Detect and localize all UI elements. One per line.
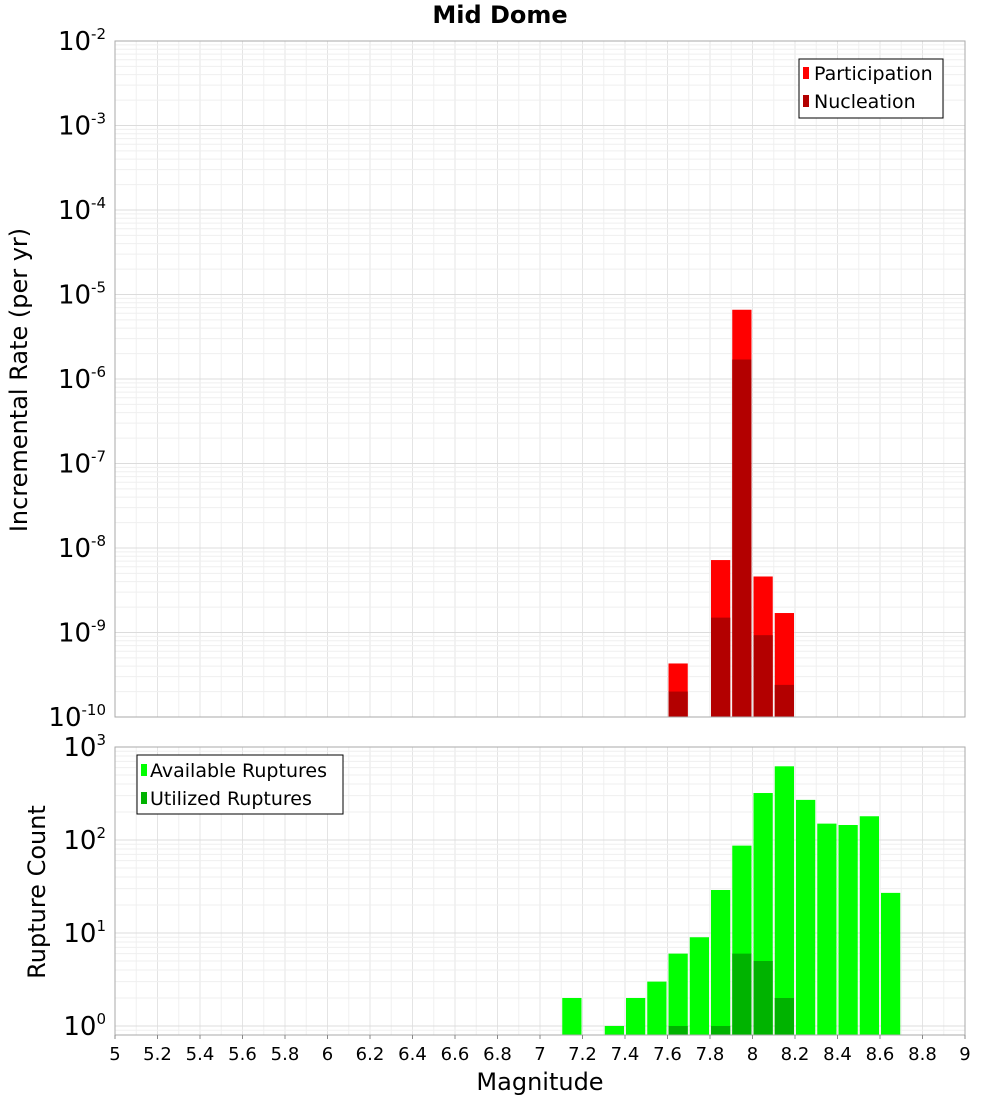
bottom-legend: Available Ruptures Utilized Ruptures <box>136 754 344 815</box>
legend-swatch-participation <box>803 67 809 79</box>
x-tick-label: 5.2 <box>143 1044 172 1065</box>
x-tick-label: 6.6 <box>441 1044 470 1065</box>
bottom-bar-series1 <box>647 981 667 1035</box>
y-tick-label: 10-5 <box>58 279 106 311</box>
x-tick-label: 7.4 <box>611 1044 640 1065</box>
x-tick-label: 7.2 <box>568 1044 597 1065</box>
x-tick-label: 5.4 <box>186 1044 215 1065</box>
bottom-bar-series1 <box>796 799 816 1035</box>
bottom-y-ticks: 100 101 102 103 <box>63 731 106 1042</box>
y-tick-label: 10-3 <box>58 110 106 142</box>
x-tick-label: 8.2 <box>781 1044 810 1065</box>
bottom-bar-series2 <box>732 953 752 1035</box>
bottom-legend-box <box>136 754 344 815</box>
y-tick-label: 10-7 <box>58 448 106 480</box>
top-bar-series2 <box>732 359 752 717</box>
y-tick-label: 10-4 <box>58 194 106 226</box>
x-tick-label: 5.6 <box>228 1044 257 1065</box>
top-bar-series2 <box>753 635 773 717</box>
legend-label-available: Available Ruptures <box>150 760 327 782</box>
bottom-bars <box>562 766 901 1035</box>
bottom-bar-series1 <box>838 824 858 1035</box>
legend-swatch-utilized <box>141 792 147 804</box>
top-bar-series2 <box>774 684 794 717</box>
legend-label-utilized: Utilized Ruptures <box>150 788 312 810</box>
y-tick-label: 10-2 <box>58 25 106 57</box>
bottom-bar-series1 <box>604 1025 624 1035</box>
bottom-bar-series1 <box>817 823 837 1035</box>
x-tick-label: 6 <box>322 1044 333 1065</box>
top-gridlines <box>115 41 965 717</box>
top-y-ticks: 10-10 10-9 10-8 10-7 10-6 10-5 10-4 10-3 10-2 <box>48 25 106 733</box>
x-tick-label: 6.4 <box>398 1044 427 1065</box>
y-tick-label: 101 <box>63 917 106 949</box>
y-tick-label: 10-6 <box>58 363 106 395</box>
bottom-y-axis-label: Rupture Count <box>23 805 51 979</box>
top-legend-box <box>798 58 944 119</box>
top-legend: Participation Nucleation <box>798 58 944 119</box>
x-tick-label: 6.8 <box>483 1044 512 1065</box>
y-tick-label: 10-9 <box>58 617 106 649</box>
x-tick-label: 5 <box>109 1044 120 1065</box>
y-tick-label: 100 <box>63 1010 106 1042</box>
y-tick-label: 103 <box>63 731 106 763</box>
x-tick-label: 7.6 <box>653 1044 682 1065</box>
bottom-bar-series2 <box>753 960 773 1035</box>
y-tick-label: 102 <box>63 824 106 856</box>
x-tick-label: 8 <box>747 1044 758 1065</box>
x-tick-label: 9 <box>959 1044 970 1065</box>
bottom-bar-series2 <box>774 997 794 1035</box>
bottom-panel: 100 101 102 103 5 5.2 5.4 5.6 5.8 6 6.2 6.4 6.6 6.8 7… <box>23 731 971 1096</box>
bottom-bar-series1 <box>711 889 731 1035</box>
x-ticks: 5 5.2 5.4 5.6 5.8 6 6.2 6.4 6.6 6.8 7 7.2 7.4 7.6 7.8 8… <box>109 1035 971 1065</box>
top-bar-series2 <box>668 691 688 717</box>
bottom-bar-series1 <box>881 892 901 1035</box>
x-tick-label: 8.8 <box>908 1044 937 1065</box>
bottom-bar-series2 <box>668 1025 688 1035</box>
legend-swatch-available <box>141 764 147 776</box>
bottom-bar-series2 <box>711 1025 731 1035</box>
legend-label-nucleation: Nucleation <box>814 91 916 113</box>
bottom-bar-series1 <box>668 953 688 1035</box>
legend-swatch-nucleation <box>803 95 809 107</box>
x-tick-label: 8.4 <box>823 1044 852 1065</box>
top-plot-frame <box>114 40 966 718</box>
x-tick-label: 6.2 <box>356 1044 385 1065</box>
top-bar-series2 <box>711 617 731 717</box>
legend-label-participation: Participation <box>814 63 933 85</box>
bottom-bar-series1 <box>626 997 646 1035</box>
x-tick-label: 8.6 <box>866 1044 895 1065</box>
x-tick-label: 5.8 <box>271 1044 300 1065</box>
x-tick-label: 7.8 <box>696 1044 725 1065</box>
top-bars <box>668 309 794 717</box>
x-tick-label: 7 <box>534 1044 545 1065</box>
y-tick-label: 10-8 <box>58 532 106 564</box>
chart-title: Mid Dome <box>432 1 567 29</box>
bottom-bar-series1 <box>562 997 582 1035</box>
top-y-axis-label: Incremental Rate (per yr) <box>5 228 33 532</box>
bottom-bar-series1 <box>774 766 794 1035</box>
y-tick-label: 10-10 <box>48 701 106 733</box>
top-panel: 10-10 10-9 10-8 10-7 10-6 10-5 10-4 10-3 10-2 In… <box>5 25 966 733</box>
bottom-bar-series1 <box>859 816 879 1035</box>
x-axis-label: Magnitude <box>476 1068 603 1096</box>
bottom-bar-series1 <box>689 937 709 1035</box>
